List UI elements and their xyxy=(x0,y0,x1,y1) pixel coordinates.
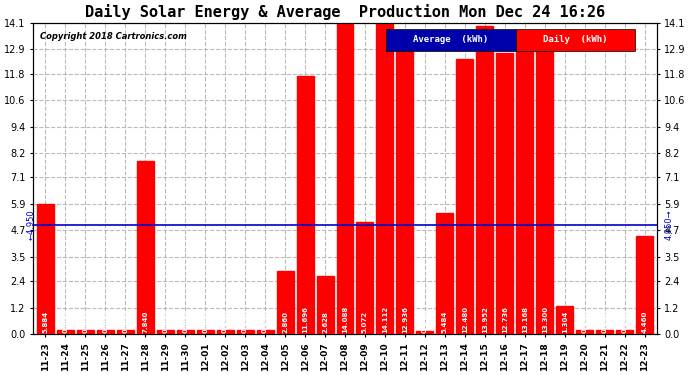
Bar xyxy=(117,330,134,334)
Text: 0.000: 0.000 xyxy=(122,311,128,333)
Text: 13.168: 13.168 xyxy=(522,306,528,333)
Bar xyxy=(377,22,393,334)
Text: 0.000: 0.000 xyxy=(222,311,228,333)
Text: 0.000: 0.000 xyxy=(202,311,208,333)
Bar xyxy=(257,330,273,334)
Text: 0.000: 0.000 xyxy=(262,311,268,333)
Bar xyxy=(556,306,573,334)
Text: 5.484: 5.484 xyxy=(442,311,448,333)
Bar xyxy=(576,330,593,334)
Text: 14.088: 14.088 xyxy=(342,306,348,333)
Bar xyxy=(177,330,194,334)
Bar xyxy=(357,222,373,334)
Bar xyxy=(337,23,353,334)
Bar xyxy=(417,331,433,334)
Text: 0.000: 0.000 xyxy=(582,311,588,333)
Text: 0.000: 0.000 xyxy=(602,311,608,333)
Bar xyxy=(476,26,493,334)
Text: 7.840: 7.840 xyxy=(142,311,148,333)
Text: 5.884: 5.884 xyxy=(42,311,48,333)
Bar xyxy=(97,330,114,334)
Text: Daily  (kWh): Daily (kWh) xyxy=(544,35,608,44)
Text: 14.112: 14.112 xyxy=(382,306,388,333)
Text: 0.000: 0.000 xyxy=(182,311,188,333)
Bar xyxy=(157,330,174,334)
Text: 12.936: 12.936 xyxy=(402,306,408,333)
Bar xyxy=(496,53,513,334)
Bar xyxy=(596,330,613,334)
Text: 0.000: 0.000 xyxy=(622,311,628,333)
Bar xyxy=(436,213,453,334)
Bar xyxy=(536,40,553,334)
Text: 12.480: 12.480 xyxy=(462,306,468,333)
Text: 0.000: 0.000 xyxy=(62,311,68,333)
Bar xyxy=(217,330,234,334)
Text: 5.072: 5.072 xyxy=(362,311,368,333)
Bar xyxy=(636,236,653,334)
Bar xyxy=(456,58,473,334)
Text: 12.736: 12.736 xyxy=(502,306,508,333)
Text: 13.300: 13.300 xyxy=(542,306,548,333)
Text: 2.628: 2.628 xyxy=(322,311,328,333)
Text: 0.148: 0.148 xyxy=(422,311,428,333)
Text: Average  (kWh): Average (kWh) xyxy=(413,35,489,44)
Text: 4.460: 4.460 xyxy=(642,311,648,333)
Bar xyxy=(57,330,74,334)
Bar xyxy=(77,330,94,334)
Bar xyxy=(197,330,214,334)
Text: ←4.950: ←4.950 xyxy=(26,210,35,240)
Bar xyxy=(137,161,154,334)
Bar xyxy=(237,330,254,334)
Text: 2.860: 2.860 xyxy=(282,311,288,333)
Text: 0.000: 0.000 xyxy=(82,311,88,333)
Bar xyxy=(616,330,633,334)
Bar xyxy=(37,204,54,334)
Text: 13.952: 13.952 xyxy=(482,306,488,333)
Text: 0.000: 0.000 xyxy=(102,311,108,333)
Text: 0.000: 0.000 xyxy=(242,311,248,333)
FancyBboxPatch shape xyxy=(516,29,635,51)
Bar xyxy=(297,76,313,334)
Bar xyxy=(397,48,413,334)
Text: 0.000: 0.000 xyxy=(162,311,168,333)
FancyBboxPatch shape xyxy=(386,29,516,51)
Text: 4.950→: 4.950→ xyxy=(664,210,673,240)
Bar xyxy=(277,271,293,334)
Bar xyxy=(516,44,533,334)
Bar xyxy=(317,276,333,334)
Text: 11.696: 11.696 xyxy=(302,306,308,333)
Text: 1.304: 1.304 xyxy=(562,311,568,333)
Title: Daily Solar Energy & Average  Production Mon Dec 24 16:26: Daily Solar Energy & Average Production … xyxy=(85,4,605,20)
Text: Copyright 2018 Cartronics.com: Copyright 2018 Cartronics.com xyxy=(39,32,186,41)
